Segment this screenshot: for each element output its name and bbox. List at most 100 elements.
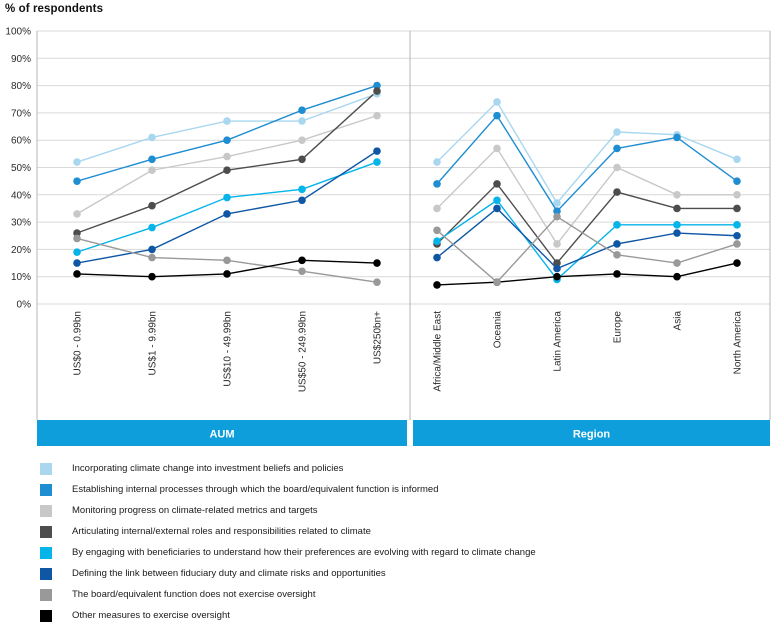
data-point	[733, 259, 741, 267]
data-point	[433, 226, 441, 235]
y-tick-label: 50%	[11, 163, 31, 174]
data-point	[298, 267, 306, 276]
x-axis-label: US$1 - 9.99bn	[148, 311, 159, 376]
x-axis-label: US$10 - 49.99bn	[223, 311, 234, 387]
data-point	[553, 264, 561, 273]
legend-item-label: Other measures to exercise oversight	[72, 610, 230, 621]
data-point	[433, 158, 441, 166]
data-point	[733, 177, 741, 185]
data-point	[73, 248, 81, 256]
panel-header-aum-label: AUM	[209, 429, 234, 441]
data-point	[223, 117, 231, 125]
data-point	[493, 180, 501, 188]
y-tick-label: 80%	[11, 81, 31, 92]
data-point	[493, 278, 501, 286]
series-line	[436, 215, 738, 284]
legend-color-swatch	[40, 567, 52, 580]
data-point	[673, 229, 681, 237]
x-axis-labels: US$0 - 0.99bn US$1 - 9.99bn US$10 - 49.99b…	[73, 311, 744, 393]
data-point	[73, 158, 81, 166]
legend-item: Other measures to exercise oversight	[40, 605, 536, 626]
data-point	[223, 210, 231, 218]
legend-color-swatch	[40, 483, 52, 496]
data-point	[148, 245, 156, 254]
data-point	[373, 111, 381, 120]
data-point	[148, 155, 156, 164]
data-point	[673, 259, 681, 267]
data-point	[613, 221, 621, 229]
legend-color-swatch	[40, 504, 52, 517]
data-point	[733, 221, 741, 229]
data-point	[433, 281, 441, 289]
legend-item: Incorporating climate change into invest…	[40, 458, 536, 479]
data-point	[493, 98, 501, 106]
data-point	[223, 256, 231, 265]
data-point	[733, 231, 741, 240]
data-point	[673, 204, 681, 213]
data-point	[298, 106, 306, 114]
data-point	[553, 207, 561, 215]
data-point	[148, 272, 156, 281]
data-point	[493, 144, 501, 153]
y-axis-labels: 0% 10% 20% 30% 40% 50% 60% 70% 80% 90% 100%	[5, 27, 31, 311]
legend-color-swatch	[40, 462, 52, 475]
series-lines	[76, 84, 738, 286]
y-tick-label: 30%	[11, 218, 31, 229]
data-point	[733, 191, 741, 199]
series-line	[436, 207, 738, 270]
x-axis-label: US$50 - 249.99bn	[298, 311, 309, 392]
legend-item-label: Establishing internal processes through …	[72, 484, 439, 495]
series-line	[436, 182, 737, 265]
data-point	[223, 270, 231, 278]
data-point	[373, 87, 381, 95]
data-point	[73, 177, 81, 185]
data-point	[673, 191, 681, 199]
data-point	[73, 259, 81, 267]
data-point	[223, 136, 231, 144]
series-line	[76, 161, 378, 253]
x-axis-label: North America	[733, 311, 744, 375]
series-line	[436, 147, 737, 246]
x-axis-label: Oceania	[493, 311, 504, 349]
legend-color-swatch	[40, 588, 52, 601]
data-point	[373, 259, 381, 267]
data-point	[553, 240, 561, 248]
data-point	[433, 204, 441, 213]
data-point	[613, 188, 621, 196]
legend-item-label: Defining the link between fiduciary duty…	[72, 568, 386, 579]
legend-item-label: Monitoring progress on climate-related m…	[72, 505, 318, 516]
gridlines	[37, 30, 770, 305]
data-point	[373, 158, 381, 166]
legend: Incorporating climate change into invest…	[40, 458, 536, 626]
panel-header-region	[413, 420, 770, 446]
data-point	[493, 196, 501, 205]
legend-item-label: Articulating internal/external roles and…	[72, 526, 371, 537]
data-point	[148, 133, 156, 142]
data-point	[148, 223, 156, 232]
data-point	[553, 272, 561, 281]
x-axis-label: Asia	[673, 311, 684, 331]
data-point	[493, 111, 501, 120]
data-point	[553, 212, 561, 221]
panel-header-aum	[37, 420, 407, 446]
data-point	[148, 201, 156, 210]
chart-title: % of respondents	[5, 3, 104, 15]
data-point	[613, 270, 621, 278]
data-point	[223, 166, 231, 175]
data-point	[298, 256, 306, 265]
legend-item: Defining the link between fiduciary duty…	[40, 563, 536, 584]
y-tick-label: 10%	[11, 272, 31, 283]
data-point	[373, 278, 381, 286]
data-point	[373, 81, 381, 90]
panel-borders	[36, 31, 771, 420]
data-point	[223, 152, 231, 161]
y-tick-label: 100%	[5, 27, 31, 38]
data-point	[298, 117, 306, 125]
data-point	[733, 204, 741, 213]
series-line	[76, 93, 378, 163]
legend-item: Monitoring progress on climate-related m…	[40, 500, 536, 521]
panel-headers: AUM Region	[37, 420, 770, 446]
legend-item-label: By engaging with beneficiaries to unders…	[72, 547, 536, 558]
data-point	[673, 133, 681, 142]
y-tick-label: 0%	[17, 300, 32, 311]
